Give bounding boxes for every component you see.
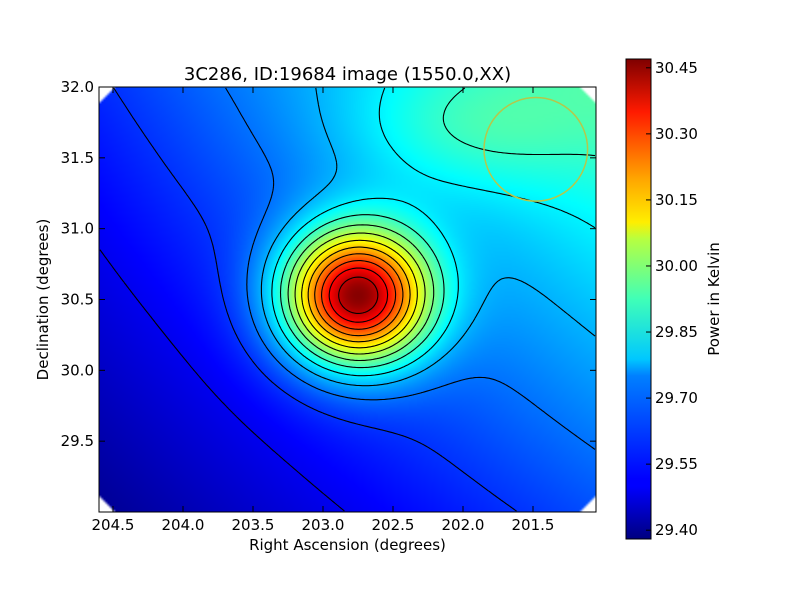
contour-lines: [99, 87, 596, 512]
contour-level-6: [279, 87, 596, 369]
contour-level-3: [225, 87, 596, 450]
colorbar-tick-label: 30.15: [655, 191, 698, 209]
contour-level-12: [321, 260, 397, 330]
contour-level-8: [294, 232, 426, 355]
colorbar-ticks: 30.45 30.30 30.15 30.00 29.85 29.70 29.55 29.40: [646, 59, 698, 539]
x-tick-label: 204.0: [162, 516, 205, 534]
y-tick-label: 32.0: [61, 78, 94, 96]
contour-level-14: [338, 276, 379, 314]
colorbar-tick-label: 29.85: [655, 323, 698, 341]
contour-level-2: [113, 87, 517, 512]
contour-level-7: [287, 224, 435, 362]
beam-circle: [483, 96, 589, 202]
x-tick-label: 201.5: [512, 516, 555, 534]
y-tick-label: 30.0: [61, 361, 94, 379]
x-tick-label: 203.0: [302, 516, 345, 534]
colorbar-tick-label: 30.00: [655, 257, 698, 275]
colorbar-tick-label: 29.40: [655, 521, 698, 539]
colorbar-tick-label: 29.55: [655, 455, 698, 473]
contour-level-10: [307, 246, 411, 343]
x-tick-label: 204.5: [92, 516, 135, 534]
colorbar-gradient: [625, 58, 652, 540]
contour-level-4: [260, 87, 596, 387]
x-axis-ticks: 204.5 204.0 203.5 203.0 202.5 202.0 201.5: [92, 87, 555, 534]
x-tick-label: 202.0: [442, 516, 485, 534]
colorbar-label: Power in Kelvin: [705, 242, 723, 356]
x-tick-label: 202.5: [372, 516, 415, 534]
heatmap-image: [99, 87, 596, 512]
colorbar-tick-label: 30.45: [655, 59, 698, 77]
contour-level-13: [328, 267, 389, 323]
x-axis-label: Right Ascension (degrees): [249, 536, 446, 554]
x-tick-label: 203.5: [232, 516, 275, 534]
y-tick-label: 31.0: [61, 220, 94, 238]
y-tick-label: 30.5: [61, 291, 94, 309]
contour-level-9: [301, 239, 418, 349]
chart-title: 3C286, ID:19684 image (1550.0,XX): [184, 64, 511, 85]
contour-level-11: [314, 253, 404, 337]
colorbar-tick-label: 29.70: [655, 389, 698, 407]
contour-level-1: [99, 249, 345, 512]
contour-level-5: [271, 87, 596, 377]
colorbar-tick-label: 30.30: [655, 125, 698, 143]
y-axis-ticks: 29.5 30.0 30.5 31.0 31.5 32.0: [61, 78, 596, 450]
colorbar: 30.45 30.30 30.15 30.00 29.85 29.70 29.55 29.40…: [625, 58, 723, 540]
y-axis-label: Declination (degrees): [34, 219, 52, 381]
y-tick-label: 29.5: [61, 432, 94, 450]
heatmap-plot: [98, 86, 597, 513]
y-tick-label: 31.5: [61, 149, 94, 167]
